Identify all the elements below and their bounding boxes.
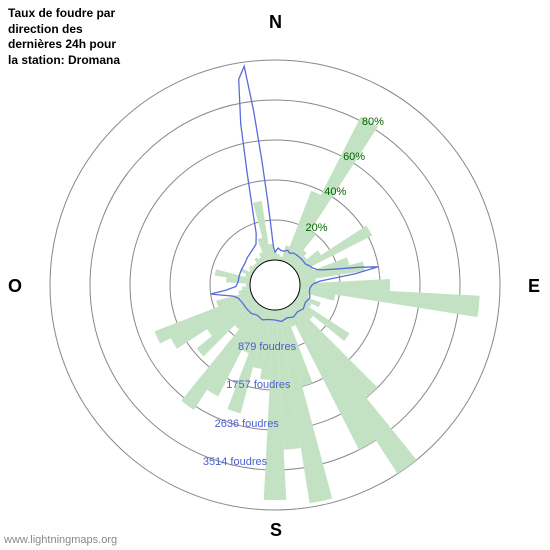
count-1: 879 foudres xyxy=(238,341,296,353)
count-2: 1757 foudres xyxy=(226,379,290,391)
cardinal-s: S xyxy=(270,520,282,541)
chart-svg xyxy=(0,0,550,550)
cardinal-n: N xyxy=(269,12,282,33)
rose-chart-root: Taux de foudre par direction des dernièr… xyxy=(0,0,550,550)
source-link: www.lightningmaps.org xyxy=(4,534,117,546)
pct-20: 20% xyxy=(306,222,328,234)
pct-60: 60% xyxy=(343,151,365,163)
count-4: 3514 foudres xyxy=(203,456,267,468)
cardinal-e: E xyxy=(528,276,540,297)
cardinal-w: O xyxy=(8,276,22,297)
pct-80: 80% xyxy=(362,116,384,128)
count-3: 2636 foudres xyxy=(215,418,279,430)
pct-40: 40% xyxy=(324,186,346,198)
chart-title: Taux de foudre par direction des dernièr… xyxy=(8,6,128,68)
